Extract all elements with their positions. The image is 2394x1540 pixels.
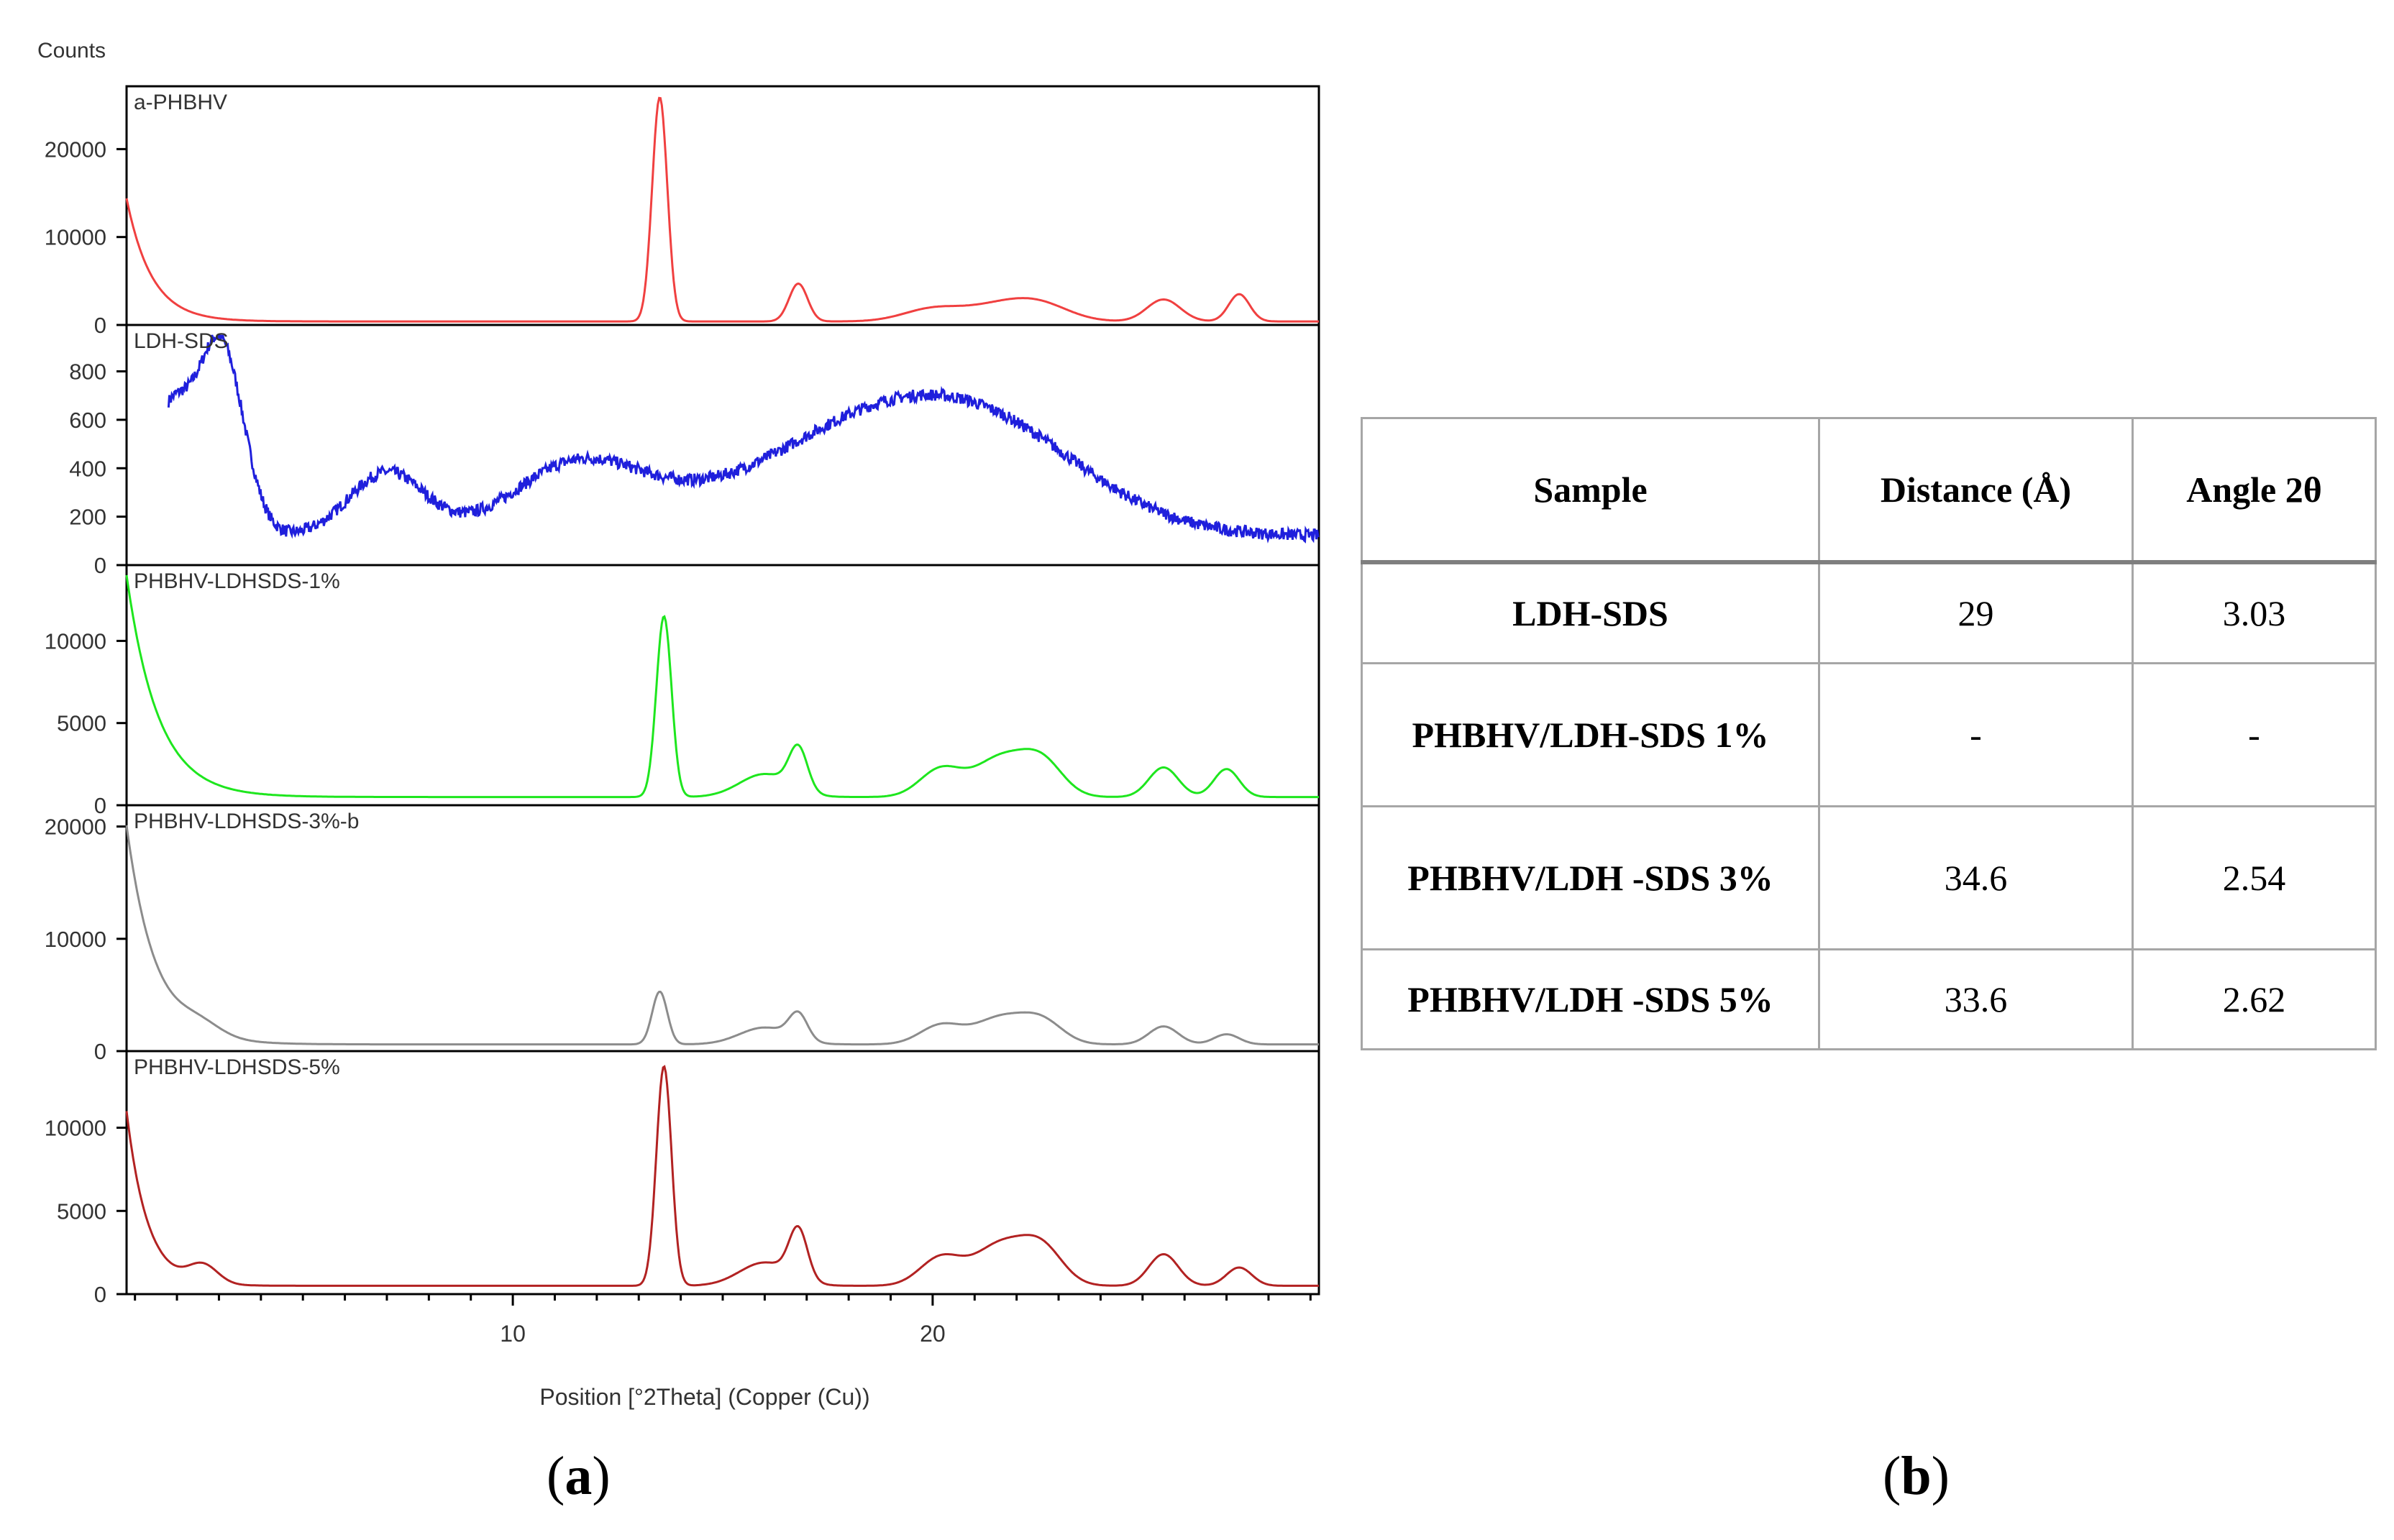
panel-phbhv-ldhsds-1-: 0 5000 10000 PHBHV-LDHSDS-1% bbox=[45, 564, 1320, 818]
angle-cell: 2.54 bbox=[2132, 805, 2377, 950]
y-tick-label: 20000 bbox=[45, 815, 106, 840]
y-tick-label: 10000 bbox=[45, 628, 106, 654]
xrd-panels: 0 10000 20000 a-PHBHV 0 200 400 600 800 LDH-SDS 0 5… bbox=[45, 85, 1320, 1307]
sample-cell: PHBHV/LDH -SDS 5% bbox=[1361, 948, 1820, 1050]
angle-cell: 2.62 bbox=[2132, 948, 2377, 1050]
y-tick-label: 400 bbox=[69, 456, 106, 481]
column-header-distance: Distance (Å) bbox=[1818, 417, 2134, 564]
panel-frame bbox=[125, 1050, 1320, 1296]
distance-cell: 29 bbox=[1818, 561, 2134, 664]
panel-phbhv-ldhsds-5-: 0 5000 10000 PHBHV-LDHSDS-5% bbox=[45, 1050, 1320, 1307]
y-tick-label: 0 bbox=[94, 553, 106, 578]
distance-cell: - bbox=[1818, 662, 2134, 807]
y-tick-label: 0 bbox=[94, 793, 106, 818]
column-header-angle: Angle 2θ bbox=[2132, 417, 2377, 564]
y-tick-label: 10000 bbox=[45, 225, 106, 250]
panel-label-b: (b) bbox=[1883, 1446, 1950, 1506]
panel-name-label: PHBHV-LDHSDS-5% bbox=[134, 1055, 340, 1079]
y-axis-title: Counts bbox=[37, 39, 106, 63]
y-tick-label: 5000 bbox=[57, 1198, 106, 1224]
y-tick-label: 800 bbox=[69, 359, 106, 385]
sample-cell: PHBHV/LDH-SDS 1% bbox=[1361, 662, 1820, 807]
basal-spacing-table: Sample Distance (Å) Angle 2θ LDH-SDS 29 … bbox=[1361, 417, 2377, 1050]
y-tick-label: 5000 bbox=[57, 711, 106, 736]
table-header-row: Sample Distance (Å) Angle 2θ bbox=[1361, 417, 2377, 564]
y-tick-label: 0 bbox=[94, 313, 106, 338]
y-tick-label: 20000 bbox=[45, 137, 106, 162]
angle-cell: 3.03 bbox=[2132, 561, 2377, 664]
panel-name-label: PHBHV-LDHSDS-1% bbox=[134, 569, 340, 593]
table-row: PHBHV/LDH -SDS 5% 33.6 2.62 bbox=[1361, 948, 2377, 1050]
y-tick-label: 200 bbox=[69, 505, 106, 530]
distance-cell: 33.6 bbox=[1818, 948, 2134, 1050]
panel-name-label: PHBHV-LDHSDS-3%-b bbox=[134, 810, 359, 833]
panel-frame bbox=[125, 804, 1320, 1053]
y-tick-label: 10000 bbox=[45, 1116, 106, 1141]
angle-cell: - bbox=[2132, 662, 2377, 807]
table-row: LDH-SDS 29 3.03 bbox=[1361, 561, 2377, 664]
sample-cell: LDH-SDS bbox=[1361, 561, 1820, 664]
y-tick-label: 600 bbox=[69, 408, 106, 433]
distance-cell: 34.6 bbox=[1818, 805, 2134, 950]
panel-frame bbox=[125, 85, 1320, 326]
y-tick-label: 10000 bbox=[45, 927, 106, 952]
y-tick-label: 0 bbox=[94, 1282, 106, 1307]
series-line-a-phbhv bbox=[125, 96, 1319, 323]
panel-frame bbox=[125, 564, 1320, 807]
panel-ldh-sds: 0 200 400 600 800 LDH-SDS bbox=[69, 324, 1320, 578]
series-line-phbhv-ldhsds-3-b bbox=[125, 825, 1319, 1046]
panel-a-phbhv: 0 10000 20000 a-PHBHV bbox=[45, 85, 1320, 338]
y-tick-label: 0 bbox=[94, 1039, 106, 1064]
series-line-phbhv-ldhsds-1- bbox=[125, 574, 1319, 799]
panel-phbhv-ldhsds-3-b: 0 10000 20000 PHBHV-LDHSDS-3%-b bbox=[45, 804, 1320, 1064]
panel-label-a: (a) bbox=[547, 1446, 611, 1506]
x-axis-title: Position [°2Theta] (Copper (Cu)) bbox=[539, 1384, 869, 1410]
x-axis: 10 20 bbox=[134, 1294, 1312, 1347]
series-line-phbhv-ldhsds-5- bbox=[125, 1065, 1319, 1287]
table-row: PHBHV/LDH -SDS 3% 34.6 2.54 bbox=[1361, 805, 2377, 950]
panel-name-label: LDH-SDS bbox=[134, 329, 229, 353]
panel-name-label: a-PHBHV bbox=[134, 91, 227, 114]
column-header-sample: Sample bbox=[1361, 417, 1820, 564]
series-line-ldh-sds bbox=[167, 333, 1320, 544]
table-row: PHBHV/LDH-SDS 1% - - bbox=[1361, 662, 2377, 807]
x-tick-label: 10 bbox=[500, 1321, 526, 1347]
x-tick-label: 20 bbox=[920, 1321, 946, 1347]
sample-cell: PHBHV/LDH -SDS 3% bbox=[1361, 805, 1820, 950]
